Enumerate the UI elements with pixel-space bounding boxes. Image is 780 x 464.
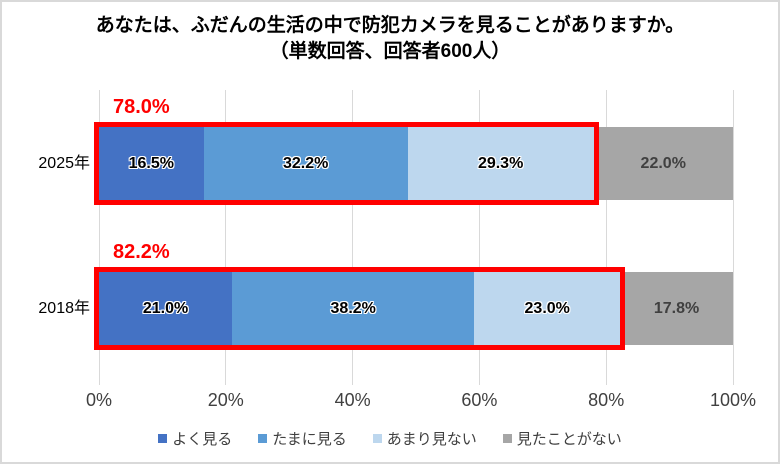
- x-axis-tick-label: 40%: [334, 390, 371, 410]
- x-axis-tick-label: 20%: [207, 390, 244, 410]
- highlight-total-label: 78.0%: [113, 96, 170, 118]
- gridline-40: [352, 90, 354, 385]
- bar-segment-value: 29.3%: [477, 154, 524, 172]
- legend-label: よく見る: [172, 431, 233, 448]
- plot-area: 0% 20% 40% 60% 80% 100% 16.5% 32.2% 29.3% 22.0% 78…: [86, 90, 756, 410]
- x-axis-tick-label: 60%: [461, 390, 498, 410]
- bar-segment-あまり見ない: 23.0%: [474, 272, 621, 345]
- gridline-20: [225, 90, 227, 385]
- gridline-80: [605, 90, 607, 385]
- legend-label: 見たことがない: [516, 431, 622, 448]
- legend: よく見る たまに見る あまり見ない 見たことがない: [2, 428, 778, 449]
- gridline-60: [478, 90, 480, 385]
- x-axis-tick-label: 0%: [85, 390, 113, 410]
- bar-segment-たまに見る: 32.2%: [203, 127, 408, 200]
- bar-segment-value: 32.2%: [282, 154, 329, 172]
- chart-subtitle: （単数回答、回答者600人）: [269, 41, 511, 62]
- legend-item-あまり見ない: あまり見ない: [372, 428, 477, 449]
- legend-label: たまに見る: [272, 431, 347, 448]
- gridline-100: [732, 90, 734, 385]
- legend-item-よく見る: よく見る: [158, 428, 232, 449]
- bar-segment-あまり見ない: 29.3%: [407, 127, 594, 200]
- bar-row-2025年: 16.5% 32.2% 29.3% 22.0%: [94, 122, 733, 205]
- category-label-2018年: 2018年: [38, 299, 90, 317]
- legend-marker-icon: [258, 434, 268, 443]
- x-axis-tick-label: 100%: [709, 390, 757, 410]
- bar-segment-見たことがない: 17.8%: [620, 272, 733, 345]
- bar-segment-value: 16.5%: [128, 154, 174, 172]
- highlight-total-label: 82.2%: [113, 241, 170, 263]
- bar-segment-value: 38.2%: [330, 299, 376, 317]
- bar-segment-value: 22.0%: [640, 154, 686, 172]
- x-axis-tick-label: 80%: [588, 390, 625, 410]
- chart-title: あなたは、ふだんの生活の中で防犯カメラを見ることがありますか。: [95, 15, 685, 36]
- legend-label: あまり見ない: [386, 431, 477, 448]
- legend-item-見たことがない: 見たことがない: [502, 428, 622, 449]
- legend-marker-icon: [372, 434, 382, 443]
- bar-segment-value: 21.0%: [142, 299, 189, 317]
- bar-segment-よく見る: 16.5%: [99, 127, 204, 200]
- gridline-0: [98, 90, 100, 385]
- legend-item-たまに見る: たまに見る: [258, 428, 347, 449]
- bar-segment-たまに見る: 38.2%: [232, 272, 475, 345]
- bar-segment-よく見る: 21.0%: [99, 272, 233, 345]
- legend-marker-icon: [502, 434, 512, 443]
- bar-segment-見たことがない: 22.0%: [593, 127, 733, 200]
- bar-row-2018年: 21.0% 38.2% 23.0% 17.8%: [94, 267, 733, 350]
- bar-segment-value: 23.0%: [524, 299, 570, 317]
- legend-marker-icon: [158, 434, 168, 443]
- category-label-2025年: 2025年: [38, 154, 90, 172]
- bar-segment-value: 17.8%: [653, 299, 700, 317]
